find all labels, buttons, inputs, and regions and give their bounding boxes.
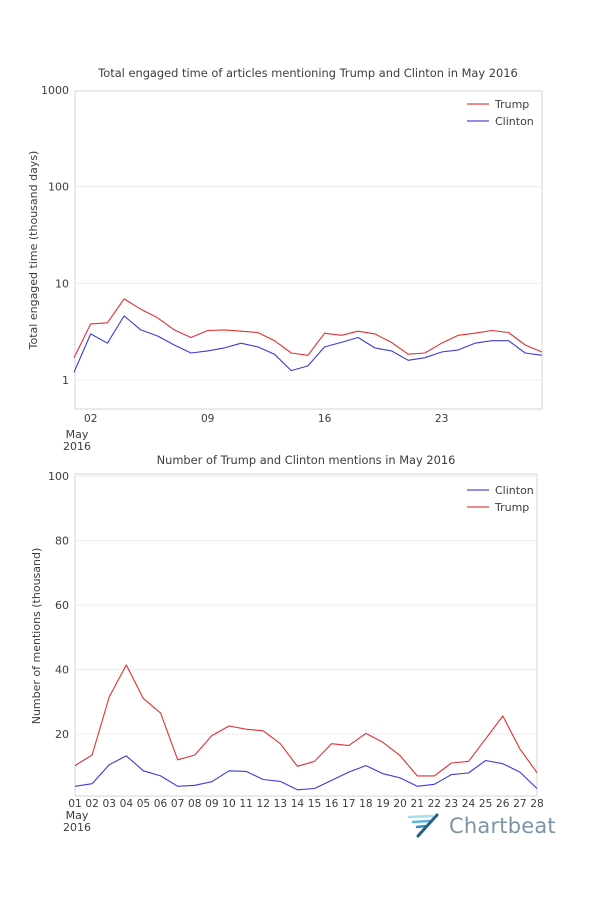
y-axis-label: Number of mentions (thousand) [30,548,43,725]
x-tick-label: 26 [496,798,510,810]
x-tick-label: 01 [68,798,81,810]
y-tick-label: 40 [55,664,69,677]
x-tick-label: 11 [239,798,252,810]
x-tick-label: 21 [410,798,423,810]
x-tick-label: 15 [308,798,321,810]
x-tick-label: 20 [393,798,407,810]
x-axis-month-label: May [66,428,89,441]
legend-label-clinton: Clinton [495,115,534,128]
y-tick-label: 10 [55,277,69,290]
plot-area [74,90,543,410]
x-tick-label: 24 [462,798,476,810]
x-axis-year-label: 2016 [63,821,91,834]
x-tick-label: 19 [376,798,389,810]
legend-label-trump: Trump [494,98,529,111]
y-tick-label: 1 [62,374,69,387]
x-tick-label: 10 [222,798,236,810]
chartbeat-logo: Chartbeat [406,812,556,839]
x-tick-label: 12 [256,798,269,810]
x-tick-label: 27 [513,798,526,810]
x-tick-label: 14 [291,798,305,810]
series-line-trump [74,664,538,777]
series-line-clinton [73,315,542,373]
series-line-clinton [74,755,538,791]
x-tick-label: 18 [359,798,373,810]
x-tick-label: 16 [318,413,332,425]
x-tick-label: 16 [325,798,339,810]
x-tick-label: 07 [171,798,184,810]
x-tick-label: 13 [274,798,287,810]
series-line-trump [73,298,543,358]
x-axis-year-label: 2016 [63,440,91,453]
x-tick-label: 25 [479,798,492,810]
x-tick-label: 23 [435,413,448,425]
x-tick-label: 08 [188,798,202,810]
y-axis-label: Total engaged time (thousand days) [27,151,40,351]
y-tick-label: 100 [48,181,69,194]
x-tick-label: 22 [428,798,441,810]
y-tick-label: 20 [55,728,69,741]
x-axis-month-label: May [66,809,89,822]
x-tick-label: 09 [205,798,218,810]
x-tick-label: 23 [445,798,458,810]
chart-title: Total engaged time of articles mentionin… [97,66,518,80]
plot-area [74,473,538,797]
x-tick-label: 04 [120,798,134,810]
x-tick-label: 17 [342,798,355,810]
legend-label-clinton: Clinton [495,484,534,497]
chart-title: Number of Trump and Clinton mentions in … [157,453,456,467]
y-tick-label: 60 [55,599,69,612]
x-tick-label: 28 [530,798,544,810]
x-tick-label: 09 [201,413,214,425]
y-tick-label: 100 [48,470,69,483]
x-tick-label: 05 [137,798,150,810]
chartbeat-logo-text: Chartbeat [449,813,556,838]
x-tick-label: 02 [84,413,97,425]
y-tick-label: 1000 [41,84,69,97]
x-tick-label: 02 [85,798,98,810]
legend-label-trump: Trump [494,501,529,514]
y-tick-label: 80 [55,535,69,548]
x-tick-label: 03 [102,798,115,810]
x-tick-label: 06 [154,798,168,810]
chartbeat-icon [407,813,439,838]
